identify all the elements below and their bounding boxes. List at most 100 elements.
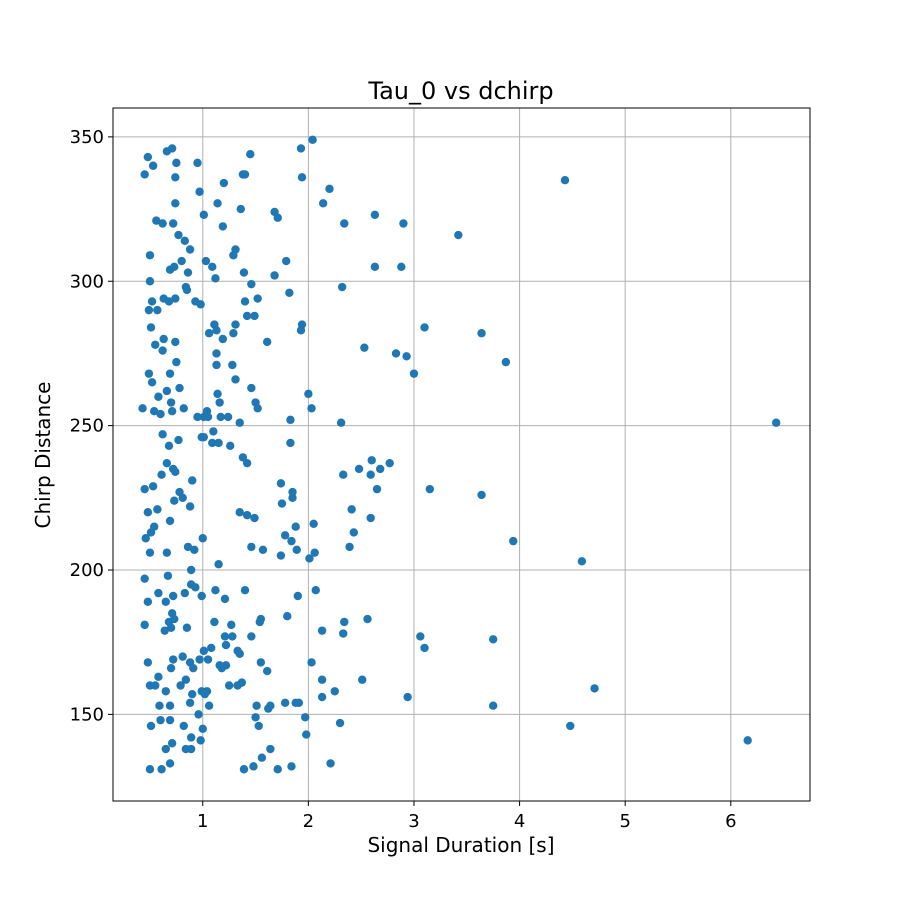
data-point: [280, 531, 290, 540]
data-point: [270, 271, 279, 280]
data-point: [577, 557, 587, 566]
data-point: [266, 701, 275, 710]
data-point: [157, 765, 166, 774]
data-point: [166, 623, 176, 632]
data-point: [229, 251, 238, 260]
data-point: [273, 765, 282, 774]
data-point: [200, 689, 210, 699]
data-point: [182, 285, 192, 295]
data-point: [203, 655, 213, 664]
data-point: [420, 323, 429, 332]
data-point: [340, 219, 349, 228]
data-point: [156, 715, 165, 725]
data-point: [186, 733, 196, 742]
data-point: [366, 470, 375, 479]
data-point: [310, 548, 319, 557]
data-point: [399, 219, 408, 228]
data-point: [195, 187, 204, 196]
data-point: [154, 588, 163, 598]
data-point: [273, 213, 282, 222]
data-point: [144, 305, 154, 315]
data-point: [158, 430, 167, 439]
data-point: [231, 320, 240, 329]
data-point: [294, 698, 304, 708]
y-tick-label: 300: [70, 271, 104, 292]
x-tick-label: 1: [197, 811, 208, 832]
data-point: [148, 161, 158, 170]
y-axis-ticks: 150 200 250 300 350: [70, 127, 113, 725]
data-point: [354, 464, 364, 474]
data-point: [266, 744, 275, 754]
data-point: [212, 349, 221, 358]
data-point: [325, 184, 334, 194]
data-point: [286, 438, 295, 448]
data-point: [214, 438, 223, 448]
data-point: [254, 721, 263, 731]
data-point: [237, 678, 247, 687]
data-point: [199, 210, 209, 220]
data-point: [141, 534, 150, 543]
data-point: [193, 412, 202, 422]
data-point: [311, 586, 320, 595]
data-point: [397, 262, 406, 272]
data-point: [145, 681, 155, 690]
data-point: [171, 294, 180, 303]
data-point: [250, 513, 259, 523]
data-point: [301, 713, 310, 722]
data-point: [291, 522, 300, 531]
data-point: [147, 378, 157, 387]
data-point: [208, 438, 217, 448]
data-point: [168, 219, 178, 228]
data-point: [358, 675, 367, 684]
data-point: [228, 632, 237, 641]
data-point: [153, 505, 162, 514]
data-point: [193, 158, 202, 168]
data-point: [276, 551, 286, 560]
data-point: [167, 406, 177, 416]
data-point: [168, 591, 178, 601]
data-point: [208, 262, 217, 272]
data-point: [509, 536, 518, 546]
data-point: [403, 692, 412, 702]
data-point: [178, 493, 187, 503]
data-point: [262, 666, 272, 676]
data-point: [363, 614, 372, 624]
data-point: [166, 398, 176, 407]
data-point: [247, 542, 256, 552]
data-point: [178, 652, 187, 661]
data-point: [307, 658, 316, 667]
data-point: [239, 765, 249, 774]
data-point: [171, 173, 180, 182]
data-point: [297, 173, 307, 182]
data-point: [204, 329, 214, 338]
data-point: [454, 230, 463, 240]
data-point: [251, 398, 260, 407]
data-point: [143, 152, 153, 162]
data-point: [227, 620, 236, 630]
data-point: [161, 744, 171, 754]
data-point: [307, 404, 316, 413]
data-point: [183, 542, 193, 552]
data-point: [330, 687, 339, 696]
grid-lines: [113, 108, 810, 801]
data-point: [162, 548, 172, 557]
data-point: [159, 334, 168, 344]
data-point: [215, 398, 224, 407]
data-point: [177, 256, 186, 266]
data-point: [163, 571, 173, 580]
data-point: [257, 753, 267, 762]
data-point: [186, 565, 196, 575]
data-point: [349, 528, 358, 537]
data-point: [317, 675, 327, 684]
data-point: [143, 658, 153, 667]
y-tick-label: 200: [70, 560, 104, 581]
data-point: [246, 150, 255, 159]
data-point: [216, 412, 225, 422]
data-point: [171, 199, 180, 208]
data-point: [253, 294, 262, 303]
data-point: [317, 692, 327, 702]
data-point: [772, 418, 781, 427]
data-point: [286, 415, 295, 425]
data-point: [287, 536, 296, 546]
data-point: [226, 441, 235, 451]
